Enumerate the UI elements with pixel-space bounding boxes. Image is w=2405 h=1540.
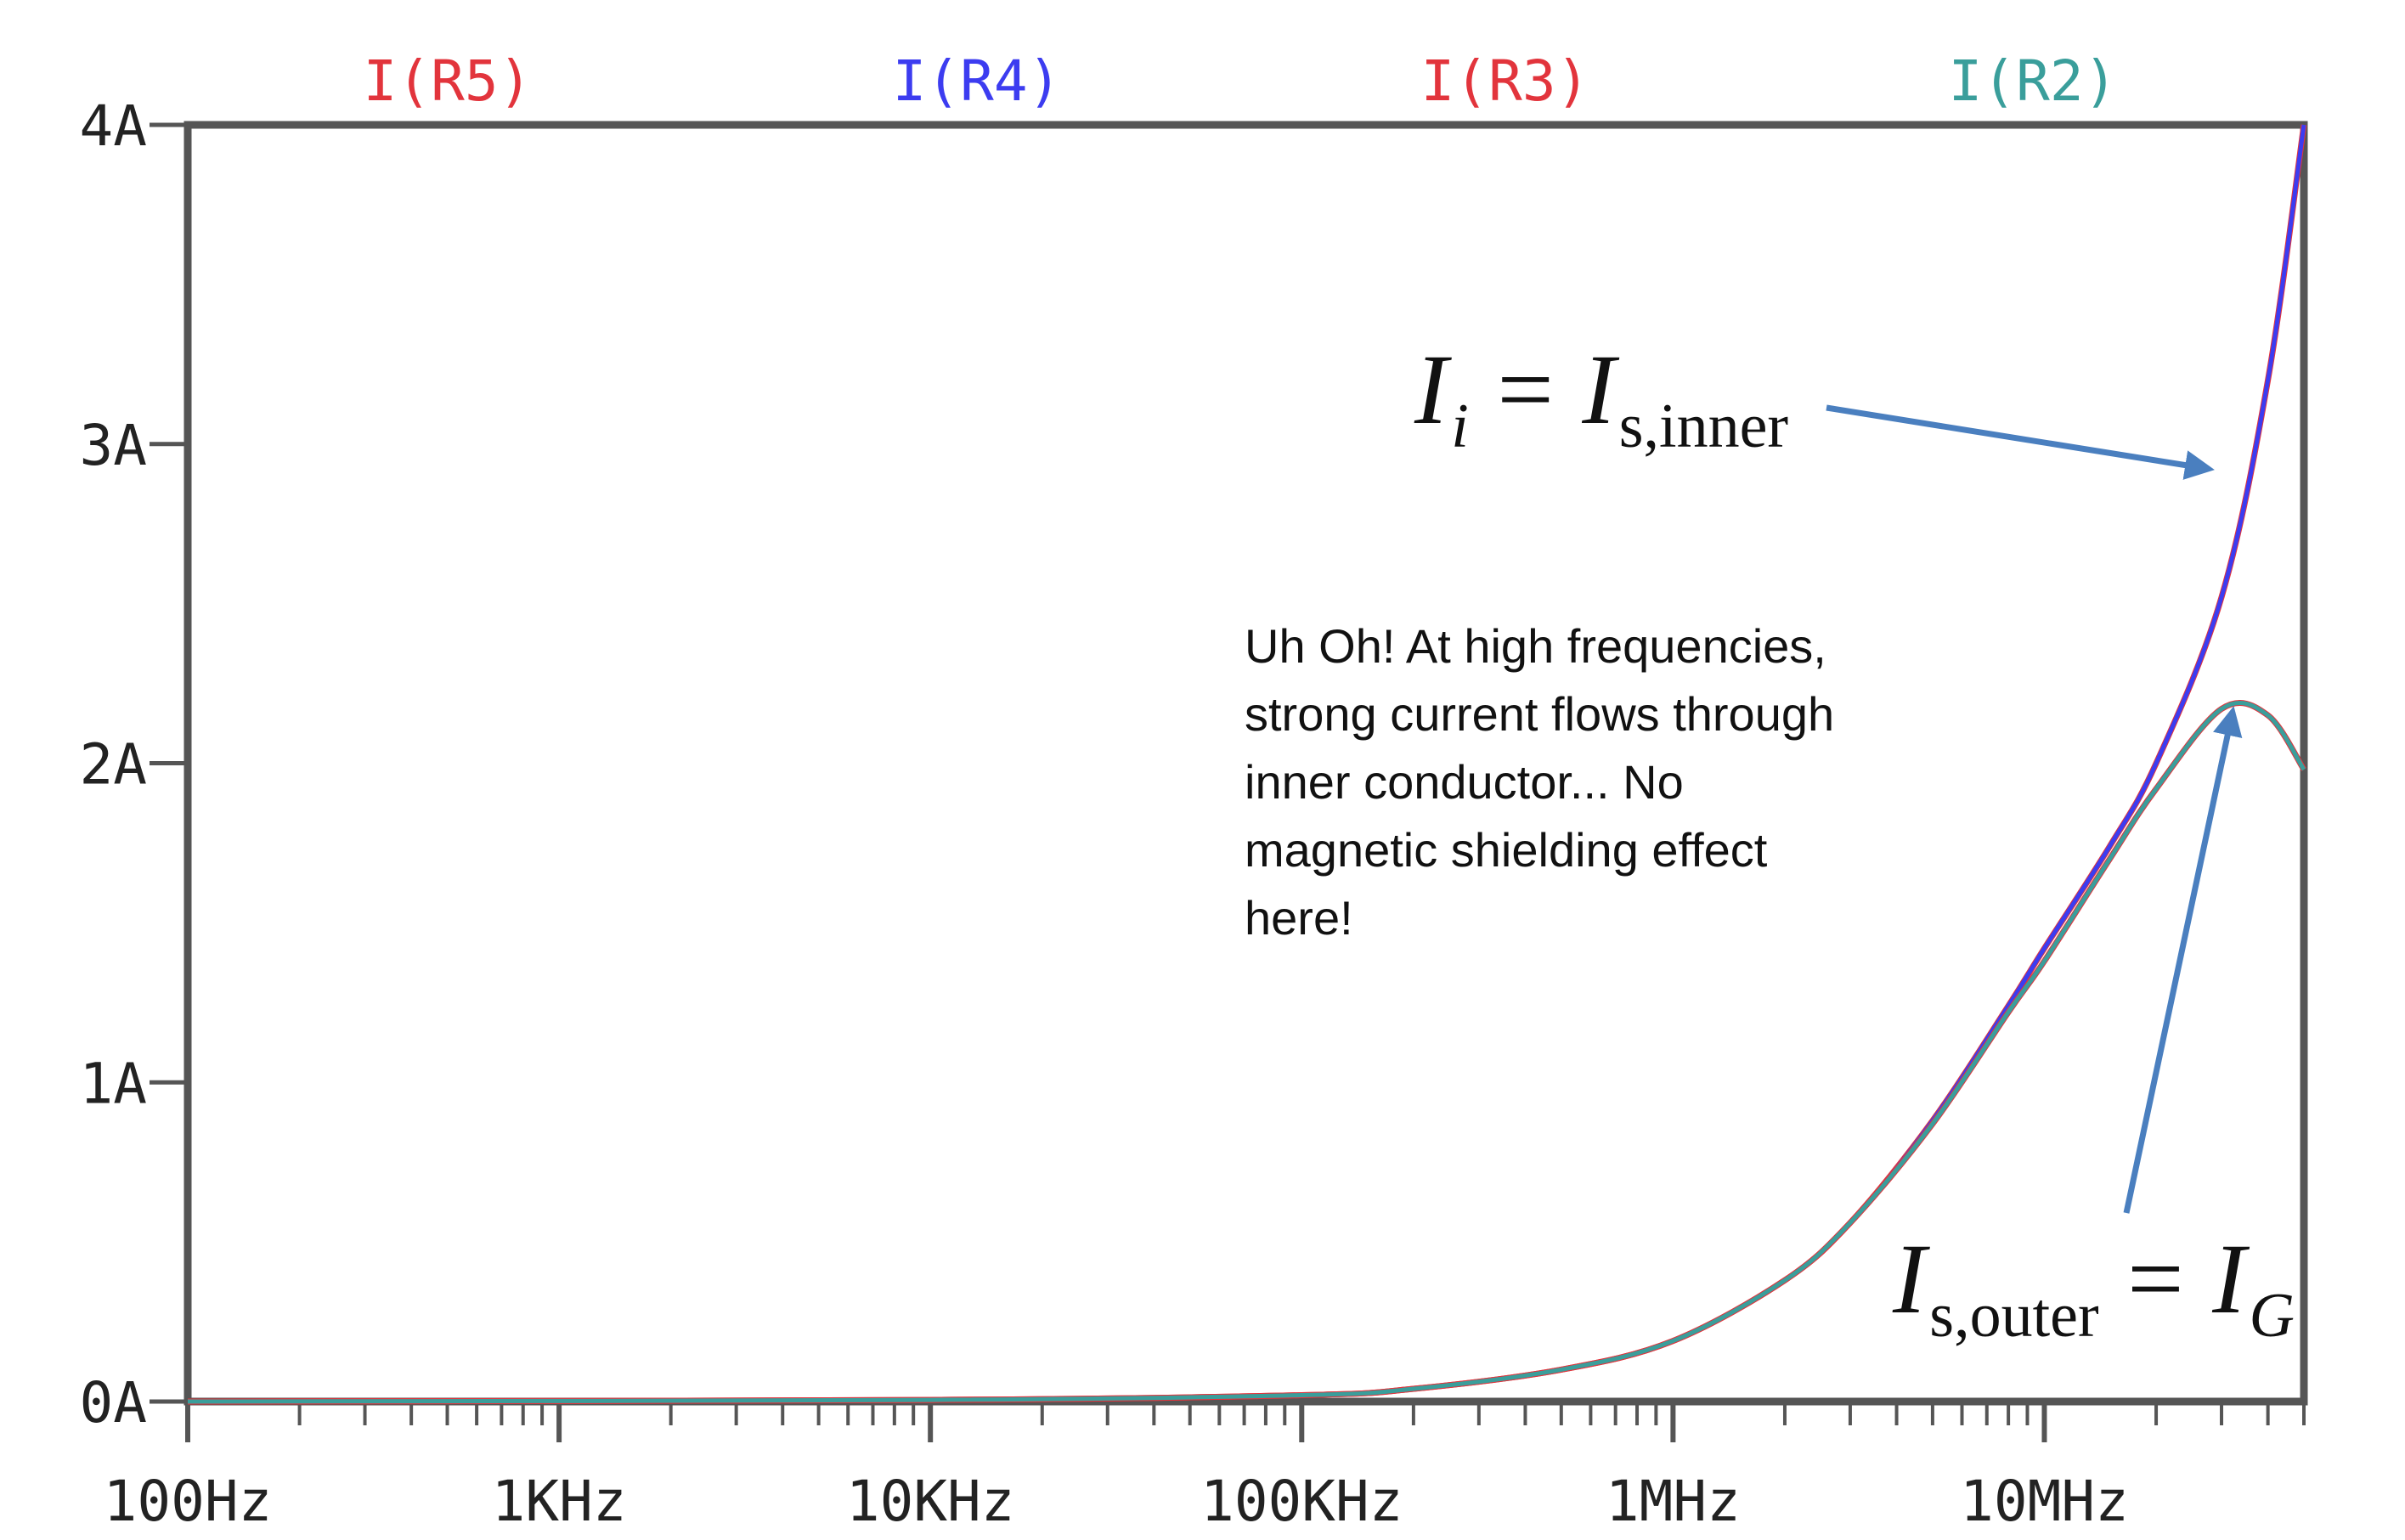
x-tick-label: 10KHz: [846, 1469, 1015, 1534]
y-tick-label: 2A: [80, 732, 147, 798]
inner-label-sub1: i: [1451, 392, 1469, 461]
legend-entry: I(R3): [1421, 48, 1590, 114]
x-tick-label: 10MHz: [1960, 1469, 2129, 1534]
y-tick-label: 3A: [80, 413, 147, 478]
outer-current-label: I s,outer = I G: [1892, 1223, 2295, 1351]
outer-label-sub1: s,outer: [1929, 1281, 2098, 1351]
inner-current-label: I i = I s,inner: [1414, 334, 1788, 461]
note-line: inner conductor... No: [1245, 755, 1684, 809]
y-tick-label: 0A: [80, 1370, 147, 1436]
outer-label-eq: =: [2103, 1223, 2210, 1334]
inner-label-eq: =: [1472, 334, 1579, 445]
outer-arrow: [2123, 706, 2243, 1214]
series-line: [187, 701, 2306, 1404]
x-tick-label: 100Hz: [104, 1469, 273, 1534]
inner-label-main: I: [1414, 334, 1452, 445]
legend-entry: I(R4): [893, 48, 1062, 114]
x-axis: 100Hz 1KHz 10KHz 100KHz 1MHz 10MHz: [104, 1402, 2306, 1534]
note-text: Uh Oh! At high frequencies, strong curre…: [1245, 619, 1848, 945]
note-line: strong current flows through: [1245, 687, 1834, 741]
note-line: here!: [1245, 891, 1353, 945]
x-tick-label: 1MHz: [1606, 1469, 1741, 1534]
legend: I(R5) I(R4) I(R3) I(R2): [364, 48, 2118, 114]
y-axis: 0A 1A 2A 3A 4A: [80, 93, 188, 1436]
note-line: magnetic shielding effect: [1245, 823, 1768, 877]
note-line: Uh Oh! At high frequencies,: [1245, 619, 1826, 673]
legend-entry: I(R5): [364, 48, 533, 114]
series-lines: [187, 124, 2307, 1405]
y-tick-label: 4A: [80, 93, 147, 159]
inner-label-sub2: s,inner: [1619, 392, 1788, 461]
inner-label-main2: I: [1581, 334, 1619, 445]
outer-label-main2: I: [2211, 1223, 2250, 1334]
legend-entry: I(R2): [1949, 48, 2118, 114]
plot-frame: [183, 121, 2308, 1406]
y-tick-label: 1A: [80, 1051, 147, 1116]
outer-label-main: I: [1892, 1223, 1930, 1334]
inner-arrow: [1826, 404, 2215, 480]
outer-label-sub2: G: [2250, 1281, 2295, 1351]
x-tick-label: 1KHz: [492, 1469, 627, 1534]
x-tick-label: 100KHz: [1200, 1469, 1403, 1534]
